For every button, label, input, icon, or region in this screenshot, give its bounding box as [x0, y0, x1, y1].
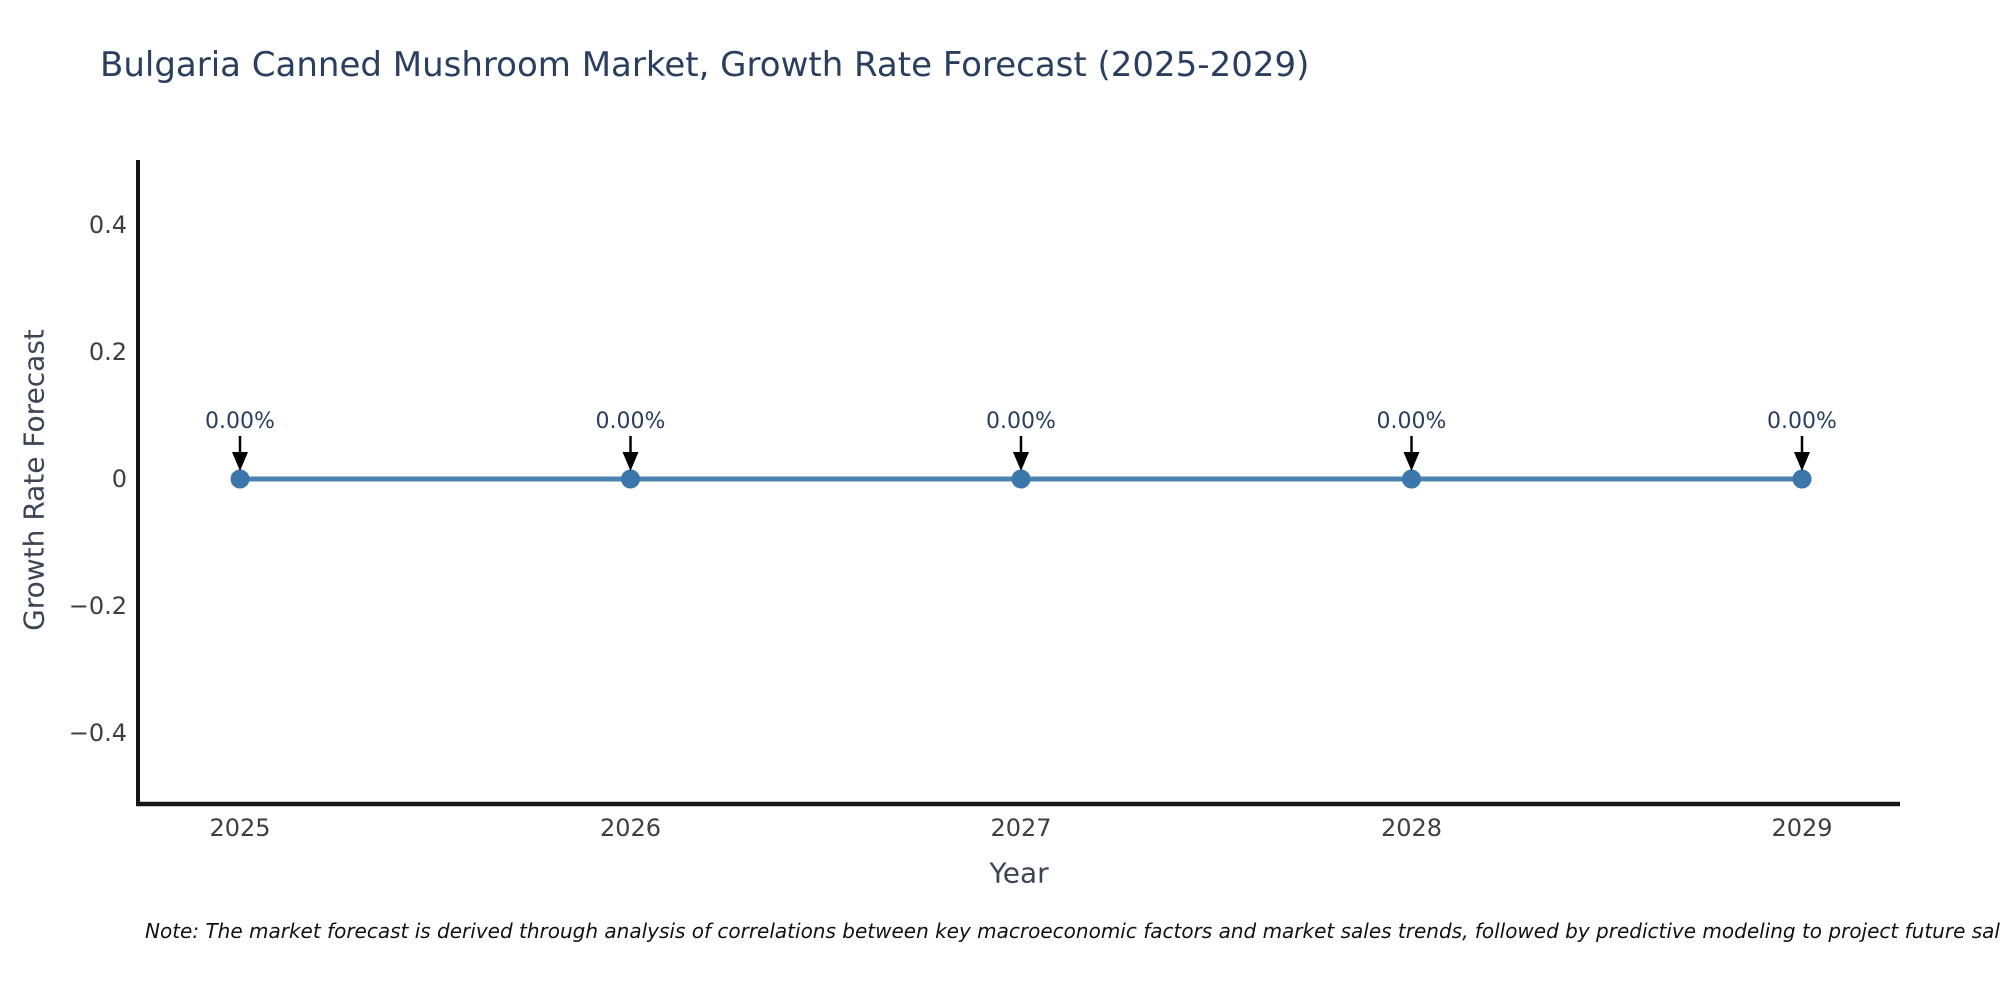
y-tick-label: −0.4 — [69, 719, 127, 747]
annotation-arrowhead — [1403, 452, 1420, 471]
data-point-marker-2028 — [1402, 469, 1421, 489]
data-point-marker-2025 — [230, 469, 250, 489]
y-tick-label: 0 — [112, 465, 127, 493]
annotation-label: 0.00% — [986, 409, 1056, 434]
footnote: Note: The market forecast is derived thr… — [145, 919, 2000, 943]
annotation-label: 0.00% — [596, 409, 666, 434]
annotation-label: 0.00% — [205, 409, 275, 434]
y-tick-label: 0.2 — [89, 338, 127, 366]
y-tick-label: 0.4 — [89, 211, 127, 239]
annotation-arrowhead — [622, 452, 639, 471]
data-point-marker-2026 — [621, 469, 640, 489]
annotation-label: 0.00% — [1767, 409, 1837, 434]
data-point-marker-2029 — [1792, 469, 1812, 489]
x-tick-label: 2027 — [990, 814, 1051, 842]
x-tick-label: 2028 — [1381, 814, 1442, 842]
x-tick-label: 2025 — [209, 814, 270, 842]
x-axis-title: Year — [989, 856, 1049, 890]
data-point-marker-2027 — [1011, 469, 1031, 489]
chart-title: Bulgaria Canned Mushroom Market, Growth … — [100, 45, 1310, 85]
x-tick-label: 2026 — [600, 814, 661, 842]
annotation-arrowhead — [1013, 452, 1029, 471]
annotation-arrowhead — [1794, 452, 1810, 471]
annotation-arrowhead — [232, 452, 248, 471]
x-tick-label: 2029 — [1771, 814, 1832, 842]
y-tick-label: −0.2 — [69, 592, 127, 620]
annotation-label: 0.00% — [1377, 409, 1447, 434]
